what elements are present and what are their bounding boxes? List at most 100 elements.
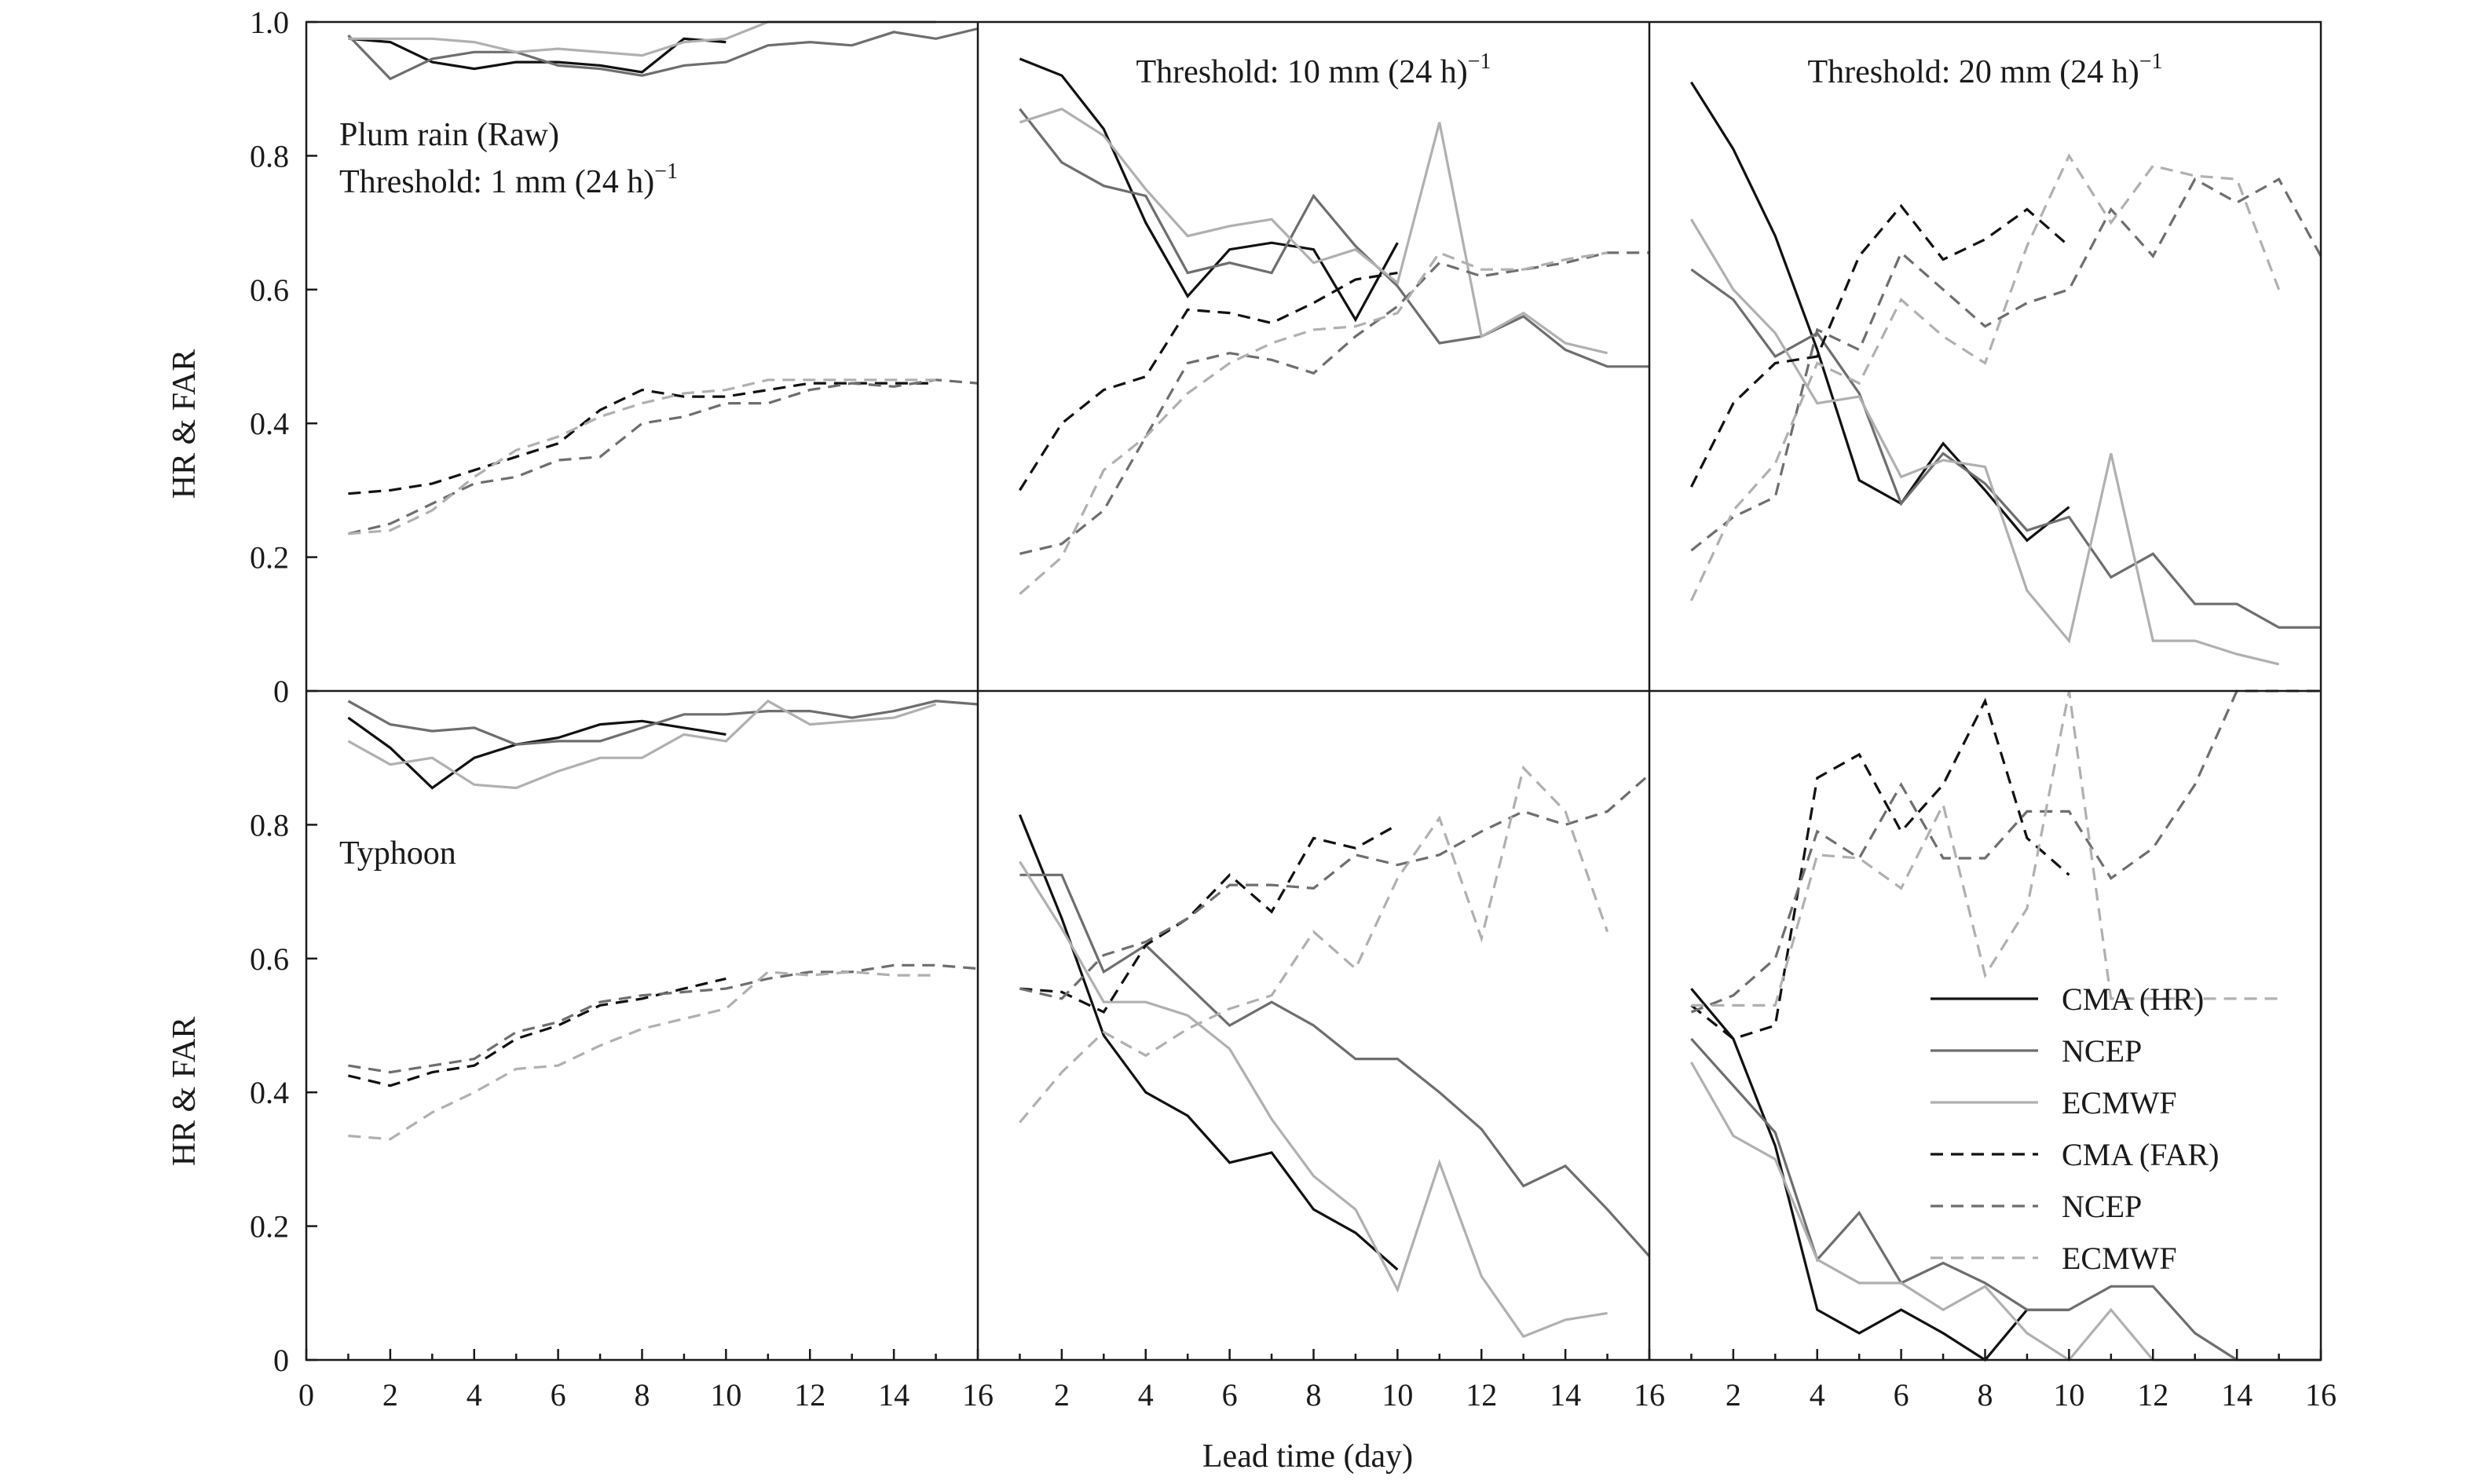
series-ecmwf-far-line: [1689, 153, 2281, 601]
panel-1-2: [1019, 57, 1649, 595]
labels-layer: Plum rain (Raw) Threshold: 1 mm (24 h)−1 T…: [339, 49, 2163, 872]
series-cma-far-line: [1019, 824, 1399, 1014]
x-tick-label: 10: [2053, 1377, 2084, 1413]
x-tick-label: 8: [1978, 1377, 1993, 1413]
series-ecmwf-hr-line: [1019, 861, 1608, 1339]
x-tick-label: 8: [635, 1377, 650, 1413]
series-ncep-hr-line: [347, 27, 979, 81]
y-tick-label: 0.8: [250, 138, 289, 174]
x-tick-label: 2: [1726, 1377, 1741, 1413]
panel-label-title: Typhoon: [339, 835, 456, 872]
y-tick-label: 0.2: [250, 1209, 289, 1245]
x-tick-label: 10: [1382, 1377, 1413, 1413]
legend-label: ECMWF: [2062, 1085, 2177, 1120]
legend-label: NCEP: [2062, 1033, 2142, 1069]
series-layer: [347, 20, 2322, 1362]
series-ecmwf-hr-line: [347, 699, 937, 790]
x-tick-label: 16: [2305, 1377, 2337, 1413]
x-tick-label: 4: [1138, 1377, 1154, 1413]
x-tick-label: 12: [794, 1377, 825, 1413]
series-ncep-hr-line: [1019, 108, 1649, 368]
panel-1-3: [1689, 81, 2322, 666]
x-tick-label: 10: [710, 1377, 741, 1413]
y-tick-label: 0.6: [250, 272, 289, 308]
panel-label-superscript: −1: [2139, 49, 2163, 74]
y-tick-label: 0.4: [250, 1075, 289, 1110]
legend-label: CMA (FAR): [2062, 1137, 2219, 1172]
y-tick-label: 0: [273, 674, 289, 709]
series-cma-far-line: [348, 977, 726, 1087]
legend-label: CMA (HR): [2062, 981, 2204, 1017]
series-ncep-far-line: [1690, 689, 2321, 1014]
series-cma-hr-line: [347, 716, 726, 790]
series-ncep-far-line: [1019, 773, 1651, 1000]
series-ecmwf-hr-line: [348, 20, 936, 57]
series-ncep-hr-line: [1690, 1037, 2321, 1362]
x-tick-label: 4: [1810, 1377, 1825, 1413]
series-cma-far-line: [348, 382, 936, 495]
series-ecmwf-hr-line: [1019, 108, 1608, 355]
series-cma-hr-line: [1018, 813, 1399, 1271]
x-tick-label: 16: [962, 1377, 994, 1413]
series-ecmwf-far-line: [1019, 250, 1608, 595]
series-cma-far-line: [1689, 203, 2070, 488]
y-axis-title-bottom: HR & FAR: [167, 1017, 203, 1167]
series-cma-hr-line: [348, 37, 726, 74]
x-tick-label: 14: [2221, 1377, 2253, 1413]
series-ecmwf-hr-line: [1690, 1062, 2279, 1362]
x-tick-label: 2: [1054, 1377, 1070, 1413]
series-ncep-far-line: [1019, 251, 1649, 555]
series-ncep-far-line: [348, 963, 979, 1074]
x-axis-title: Lead time (day): [1202, 1438, 1413, 1475]
y-tick-label: 0.4: [250, 406, 289, 441]
y-tick-label: 1.0: [250, 5, 289, 40]
series-ecmwf-far-line: [1691, 690, 2279, 1007]
y-tick-label: 0.2: [250, 540, 289, 576]
x-tick-label: 12: [1466, 1377, 1497, 1413]
series-ecmwf-hr-line: [1690, 218, 2279, 666]
panel-label-threshold: Threshold: 20 mm (24 h)−1: [1807, 49, 2162, 90]
frame-layer: [305, 20, 2322, 1362]
x-tick-label: 6: [551, 1377, 566, 1413]
series-cma-hr-line: [1690, 81, 2070, 543]
series-ncep-hr-line: [347, 700, 979, 746]
panel-2-3: [1690, 689, 2321, 1362]
x-tick-label: 0: [298, 1377, 314, 1413]
panel-2-1: [347, 699, 979, 1141]
x-tick-label: 2: [382, 1377, 398, 1413]
y-tick-label: 0: [273, 1343, 289, 1378]
x-tick-label: 6: [1894, 1377, 1909, 1413]
series-cma-far-line: [1019, 271, 1398, 492]
series-ecmwf-far-line: [1019, 765, 1609, 1124]
series-cma-far-line: [1690, 697, 2070, 1040]
series-cma-hr-line: [1019, 57, 1399, 323]
panel-1-1: [347, 20, 979, 535]
x-tick-label: 4: [467, 1377, 482, 1413]
panel-label-superscript: −1: [654, 159, 678, 184]
series-ncep-far-line: [1690, 177, 2322, 552]
panel-label-superscript: −1: [1468, 49, 1491, 74]
series-ncep-hr-line: [1690, 268, 2321, 629]
series-ncep-far-line: [348, 378, 979, 535]
series-ecmwf-far-line: [348, 970, 936, 1141]
y-tick-label: 0.8: [250, 807, 289, 843]
panel-label-threshold: Threshold: 10 mm (24 h)−1: [1136, 49, 1491, 90]
panel-label-threshold: Threshold: 1 mm (24 h)−1: [339, 159, 678, 200]
x-tick-label: 16: [1634, 1377, 1665, 1413]
legend-label: ECMWF: [2062, 1241, 2177, 1276]
series-cma-hr-line: [1690, 988, 2070, 1362]
panel-2-2: [1018, 765, 1651, 1339]
x-tick-label: 14: [1550, 1377, 1581, 1413]
ticks-layer: 0 2 4 6 8 10 12 14 16 2 4 6 8 10 12 14 16 2 4 6 8 10 12 14 16 0 0.…: [250, 5, 2337, 1413]
series-ecmwf-far-line: [348, 378, 936, 535]
x-tick-label: 14: [878, 1377, 909, 1413]
x-tick-label: 6: [1222, 1377, 1238, 1413]
y-tick-label: 0.6: [250, 941, 289, 977]
series-ncep-hr-line: [1019, 873, 1651, 1257]
panel-label-title: Plum rain (Raw): [339, 117, 559, 153]
x-tick-label: 8: [1306, 1377, 1322, 1413]
x-tick-label: 12: [2137, 1377, 2168, 1413]
legend: CMA (HR) NCEP ECMWF CMA (FAR) NCEP ECMWF: [1931, 981, 2219, 1276]
legend-label: NCEP: [2062, 1189, 2142, 1224]
